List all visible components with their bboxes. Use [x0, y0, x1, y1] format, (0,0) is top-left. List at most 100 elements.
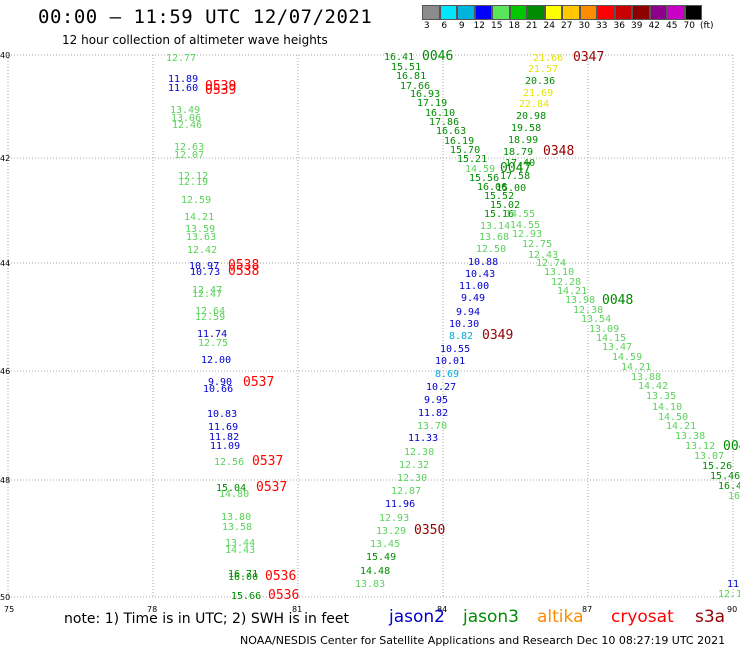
- wave-height-label: 19.58: [511, 123, 541, 134]
- y-tick-label: 48: [0, 476, 10, 485]
- x-tick-label: 75: [4, 605, 14, 614]
- wave-height-label: 14.21: [557, 286, 587, 297]
- pass-time-label: 0348: [543, 144, 574, 159]
- wave-height-label: 12.12: [178, 171, 208, 182]
- wave-height-label: 13.06: [171, 113, 201, 124]
- wave-height-label: 21.66: [533, 53, 563, 64]
- wave-height-label: 12.30: [397, 473, 427, 484]
- wave-height-label: 15.49: [366, 552, 396, 563]
- pass-time-label: 0048: [723, 439, 740, 454]
- wave-height-label: 20.98: [516, 111, 546, 122]
- wave-height-label: 13.12: [685, 441, 715, 452]
- wave-height-label: 10.97: [189, 261, 219, 272]
- wave-height-label: 16.06: [477, 182, 507, 193]
- wave-height-label: 13.83: [355, 579, 385, 590]
- wave-height-label: 9.49: [461, 293, 485, 304]
- wave-height-label: 16.00: [228, 572, 258, 583]
- wave-height-label: 11.82: [418, 408, 448, 419]
- wave-height-label: 15.00: [496, 183, 526, 194]
- page-subtitle: 12 hour collection of altimeter wave hei…: [62, 33, 328, 47]
- wave-height-label: 13.54: [581, 314, 611, 325]
- x-tick-label: 78: [147, 605, 157, 614]
- wave-height-label: 13.10: [544, 267, 574, 278]
- wave-height-label: 18.79: [503, 147, 533, 158]
- wave-height-label: 16.10: [425, 108, 455, 119]
- pass-time-label: 0536: [265, 569, 296, 584]
- y-tick-label: 50: [0, 593, 10, 602]
- wave-height-label: 15.52: [484, 191, 514, 202]
- legend-swatch: [439, 5, 457, 20]
- wave-height-label: 9.94: [456, 307, 480, 318]
- wave-height-label: 17.66: [400, 81, 430, 92]
- wave-height-label: 10.43: [465, 269, 495, 280]
- wave-height-label: 11.82: [209, 432, 239, 443]
- legend-swatch-label: 6: [441, 21, 448, 31]
- footer-note: note: 1) Time is in UTC; 2) SWH is in fe…: [64, 611, 350, 627]
- pass-time-label: 0537: [243, 375, 274, 390]
- x-tick-label: 84: [437, 605, 447, 614]
- wave-height-label: 16: [728, 491, 740, 502]
- wave-height-label: 12.07: [174, 150, 204, 161]
- wave-height-label: 11.96: [385, 499, 415, 510]
- wave-height-label: 16.19: [444, 136, 474, 147]
- wave-height-label: 15.56: [469, 173, 499, 184]
- wave-height-label: 21.69: [523, 88, 553, 99]
- wave-height-label: 12.19: [178, 177, 208, 188]
- legend-swatch-label: 18: [508, 21, 520, 31]
- satellite-name: jason3: [463, 607, 519, 627]
- wave-height-label: 8.82: [449, 331, 473, 342]
- wave-height-label: 11.00: [459, 281, 489, 292]
- wave-height-label: 14.10: [652, 402, 682, 413]
- legend-swatch-label: 12: [473, 21, 485, 31]
- wave-height-label: 14.55: [510, 220, 540, 231]
- wave-height-label: 15.26: [702, 461, 732, 472]
- wave-height-label: 14.59: [612, 352, 642, 363]
- wave-height-label: 12.47: [192, 289, 222, 300]
- wave-height-label: 10.30: [449, 319, 479, 330]
- legend-swatch-label: 24: [543, 21, 555, 31]
- pass-time-label: 0539: [205, 79, 236, 94]
- wave-height-label: 13.58: [222, 522, 252, 533]
- wave-height-label: 17.58: [500, 171, 530, 182]
- wave-height-label: 16.4: [718, 481, 740, 492]
- legend-swatch-label: 30: [578, 21, 590, 31]
- wave-height-label: 9.95: [424, 395, 448, 406]
- legend-swatch: [632, 5, 650, 20]
- wave-height-label: 22.84: [519, 99, 549, 110]
- wave-height-label: 13.07: [694, 451, 724, 462]
- wave-height-label: 12.63: [174, 142, 204, 153]
- wave-height-label: 11: [727, 579, 739, 590]
- wave-height-label: 10.73: [190, 267, 220, 278]
- wave-height-label: 12.38: [573, 305, 603, 316]
- legend-swatch: [422, 5, 440, 20]
- wave-height-label: 13.47: [602, 342, 632, 353]
- satellite-name: cryosat: [611, 607, 674, 627]
- wave-height-label: 12.1: [718, 589, 740, 600]
- wave-height-label: 12.75: [198, 338, 228, 349]
- wave-height-label: 15.16: [484, 209, 514, 220]
- legend-swatch: [667, 5, 685, 20]
- wave-height-label: 13.49: [170, 105, 200, 116]
- y-tick-label: 46: [0, 367, 10, 376]
- wave-height-label: 12.43: [528, 250, 558, 261]
- y-tick-label: 40: [0, 51, 10, 60]
- wave-height-label: 13.45: [370, 539, 400, 550]
- wave-height-label: 10.27: [426, 382, 456, 393]
- x-tick-label: 81: [292, 605, 302, 614]
- wave-height-label: 11.89: [168, 74, 198, 85]
- wave-height-label: 11.74: [197, 329, 227, 340]
- wave-height-label: 12.42: [187, 245, 217, 256]
- pass-time-label: 0046: [422, 49, 453, 64]
- legend-swatch-label: 42: [648, 21, 660, 31]
- legend-swatch-label: 36: [613, 21, 625, 31]
- pass-time-label: 0347: [573, 50, 604, 65]
- wave-height-label: 12.56: [214, 457, 244, 468]
- wave-height-label: 13.80: [221, 512, 251, 523]
- wave-height-label: 11.60: [168, 83, 198, 94]
- wave-height-label: 11.09: [210, 441, 240, 452]
- wave-height-label: 12.93: [379, 513, 409, 524]
- wave-height-label: 10.55: [440, 344, 470, 355]
- legend-swatch-label: 15: [491, 21, 503, 31]
- legend-swatch: [562, 5, 580, 20]
- pass-time-label: 0048: [602, 293, 633, 308]
